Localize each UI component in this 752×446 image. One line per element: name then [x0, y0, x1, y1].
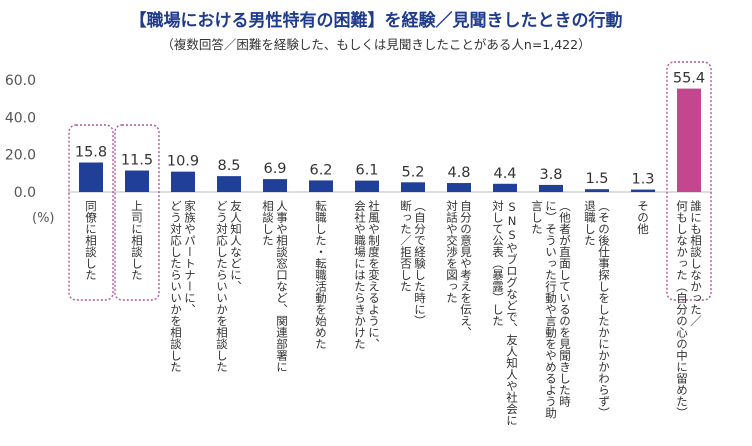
- highlight-box: [114, 124, 160, 301]
- value-label: 55.4: [673, 71, 705, 87]
- category-labels: 同僚に相談した 上司に相談した 家族やパートナーに、どう対応したらいいかを相談した友…: [84, 199, 703, 426]
- category-label: 友人知人などに、: [229, 199, 243, 292]
- value-label: 1.3: [631, 172, 654, 188]
- bar: [79, 162, 103, 192]
- category-label: 対話や交渉を図った: [445, 199, 459, 303]
- bar: [493, 183, 517, 192]
- bar: [355, 180, 379, 192]
- category-label: 何もしなかった（自分の心の中に留めた）: [675, 200, 689, 419]
- value-label: 8.5: [217, 158, 240, 174]
- value-labels: 15.8 11.5 10.9 8.5 6.9 6.2 6.1 5.2 4.8 4.4 3.8 1.5 1…: [75, 71, 705, 188]
- category-label: に）そういった行動や言動をやめるよう助: [544, 200, 558, 419]
- category-label: 社風や制度を変えるように、: [367, 199, 381, 349]
- category-label: どう対応したらいいかを相談した: [169, 200, 183, 373]
- bar: [217, 176, 241, 192]
- bar: [263, 179, 287, 192]
- value-label: 6.2: [309, 162, 332, 178]
- category-label: （自分で経験した時に）: [413, 200, 427, 327]
- bar: [631, 189, 655, 192]
- category-label: 上司に相談した: [130, 200, 144, 281]
- y-tick-label: 40.0: [5, 110, 36, 126]
- value-label: 11.5: [121, 153, 153, 169]
- category-label: （その後仕事探しをしたかにかかわらず）: [597, 200, 611, 419]
- highlight-box: [68, 124, 114, 301]
- category-label: 対して公表（暴露）した: [491, 199, 505, 326]
- y-tick-label: 0.0: [14, 185, 36, 201]
- value-label: 1.5: [585, 171, 608, 187]
- chart-subtitle: （複数回答／困難を経験した、もしくは見聞きしたことがある人n=1,422）: [161, 37, 591, 52]
- category-label: 会社や職場にはたらきかけた: [353, 200, 367, 350]
- bar: [585, 189, 609, 192]
- value-label: 6.1: [355, 163, 378, 179]
- category-label: 転職した・転職活動を始めた: [314, 200, 328, 350]
- value-label: 4.4: [493, 166, 516, 182]
- category-label: 相談した: [261, 200, 275, 246]
- highlight-boxes: [68, 61, 712, 301]
- category-label: どう対応したらいいかを相談した: [215, 200, 229, 373]
- value-label: 10.9: [167, 154, 199, 170]
- bar: [125, 170, 149, 192]
- category-label: 断った／拒否した: [399, 199, 413, 292]
- y-tick-label: 60.0: [5, 73, 36, 89]
- value-label: 6.9: [263, 161, 286, 177]
- category-label: （他者が直面しているのを見聞きした時: [558, 200, 572, 407]
- bar: [309, 180, 333, 192]
- category-label: 退職した: [583, 200, 597, 246]
- value-label: 4.8: [447, 165, 470, 181]
- value-label: 15.8: [75, 145, 107, 161]
- bar: [539, 184, 563, 192]
- y-tick-label: 20.0: [5, 148, 36, 164]
- bar: [401, 182, 425, 192]
- chart-title: 【職場における男性特有の困難】を経験／見聞きしたときの行動: [129, 11, 623, 31]
- value-label: 5.2: [401, 164, 424, 180]
- bars: [79, 88, 701, 192]
- category-label: その他: [636, 200, 650, 235]
- category-label: 同僚に相談した: [84, 200, 98, 281]
- category-label: SNSやブログなどで、友人知人や社会に: [505, 200, 519, 426]
- value-label: 3.8: [539, 167, 562, 183]
- category-label: 言した: [530, 200, 544, 235]
- highlight-box: [666, 61, 712, 301]
- category-label: 人事や相談窓口など、関連部署に: [275, 200, 289, 373]
- category-label: 誰にも相談しなかった／: [689, 199, 703, 326]
- bar: [171, 171, 195, 192]
- bar: [447, 183, 471, 192]
- category-label: 家族やパートナーに、: [183, 199, 197, 315]
- y-unit-label: (%): [32, 211, 55, 226]
- bar: [677, 88, 701, 192]
- category-label: 自分の意見や考えを伝え、: [459, 200, 473, 338]
